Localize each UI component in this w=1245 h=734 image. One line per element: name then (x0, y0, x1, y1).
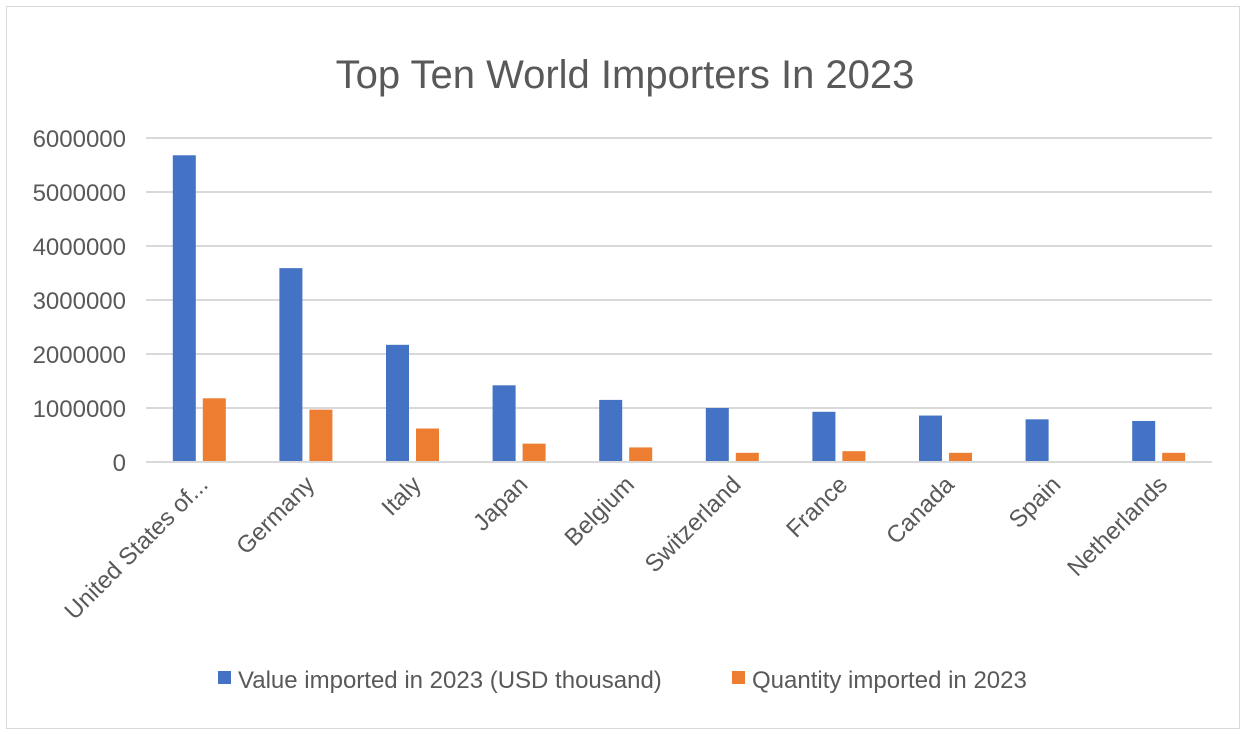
y-tick-label: 3000000 (33, 288, 126, 315)
y-axis-ticks: 0 1000000 2000000 3000000 4000000 5000000 6000… (33, 126, 126, 477)
y-tick-label: 1000000 (33, 396, 126, 423)
bar-quantity (735, 452, 759, 462)
legend-label: Quantity imported in 2023 (752, 667, 1027, 694)
y-tick-label: 0 (113, 450, 126, 477)
bar-value (1132, 420, 1156, 462)
bar-value (1025, 419, 1049, 462)
x-tick-label: United States of... (60, 471, 214, 625)
bar-quantity (629, 447, 653, 462)
x-axis-ticks: United States of... Germany Italy Japan Belg… (60, 471, 1173, 625)
y-tick-label: 5000000 (33, 180, 126, 207)
legend-swatch (218, 671, 231, 684)
bar-value (172, 155, 196, 462)
bar-quantity (416, 428, 439, 462)
x-tick-label: Netherlands (1062, 471, 1173, 582)
bar-value (599, 399, 623, 462)
bars (172, 155, 1186, 462)
y-tick-label: 4000000 (33, 234, 126, 261)
x-tick-label: Canada (881, 471, 960, 550)
bar-value (279, 268, 303, 462)
bar-value (812, 411, 836, 462)
x-tick-label: France (781, 471, 853, 543)
bar-quantity (949, 452, 972, 462)
bar-value (919, 415, 942, 462)
chart-title: Top Ten World Importers In 2023 (336, 53, 915, 97)
bar-value (492, 385, 516, 462)
bar-quantity (202, 398, 226, 462)
bar-value (386, 344, 409, 462)
x-tick-label: Switzerland (640, 471, 747, 578)
bar-quantity (522, 443, 546, 462)
bar-quantity (842, 451, 866, 462)
x-tick-label: Spain (1004, 471, 1067, 534)
x-tick-label: Belgium (560, 471, 640, 551)
x-tick-label: Germany (231, 471, 320, 560)
chart-frame (6, 6, 1240, 729)
x-tick-label: Italy (377, 471, 427, 521)
bar-value (705, 408, 729, 462)
legend-label: Value imported in 2023 (USD thousand) (238, 667, 662, 694)
y-tick-label: 6000000 (33, 126, 126, 153)
legend-swatch (732, 671, 745, 684)
legend: Value imported in 2023 (USD thousand) Qua… (218, 667, 1027, 694)
bar-quantity (1162, 452, 1186, 462)
x-tick-label: Japan (468, 471, 533, 536)
bar-quantity (309, 409, 333, 462)
y-tick-label: 2000000 (33, 342, 126, 369)
gridlines (146, 137, 1212, 409)
